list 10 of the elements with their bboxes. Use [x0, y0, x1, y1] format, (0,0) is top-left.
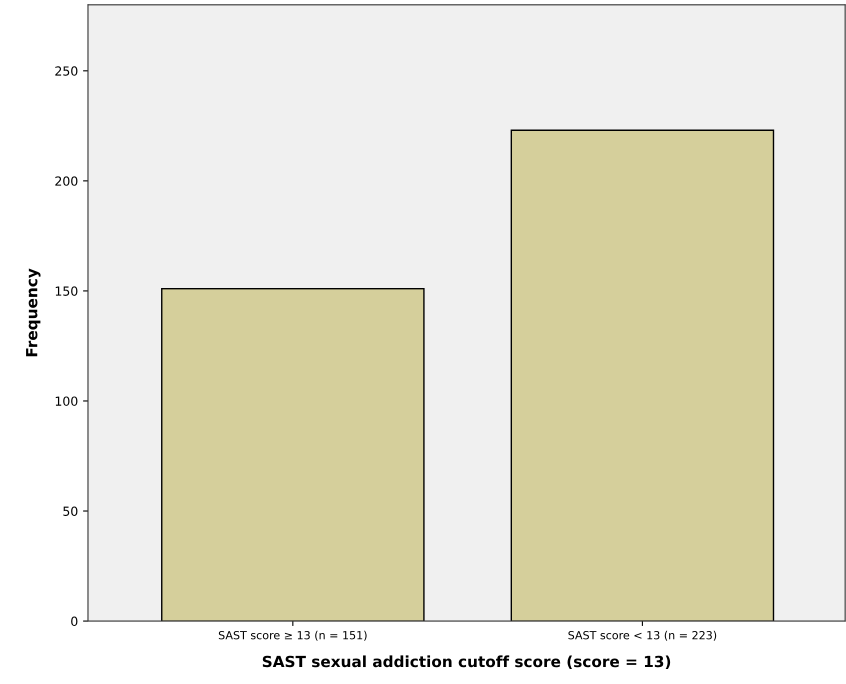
x-tick-label: SAST score < 13 (n = 223) [568, 630, 716, 641]
x-axis-title: SAST sexual addiction cutoff score (score = 13) [262, 655, 670, 670]
y-tick-label: 200 [55, 176, 78, 186]
y-tick-label: 250 [55, 66, 78, 76]
y-tick-label: 0 [71, 616, 78, 626]
x-tick-label: SAST score ≥ 13 (n = 151) [218, 630, 367, 641]
y-tick-label: 100 [56, 396, 78, 406]
y-tick-label: 50 [63, 506, 78, 516]
y-axis-title: Frequency [26, 268, 41, 356]
y-tick-label: 150 [56, 286, 78, 296]
